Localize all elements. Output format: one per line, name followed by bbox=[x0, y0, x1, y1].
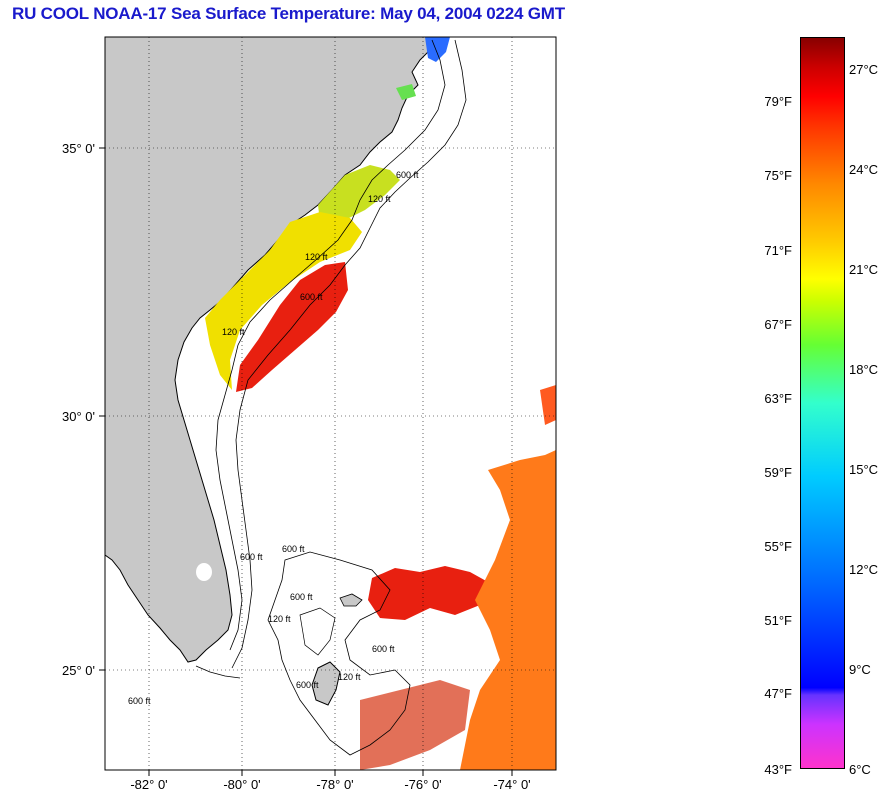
colorbar-c-label: 15°C bbox=[849, 462, 879, 477]
sst-patch-pamlico bbox=[396, 84, 416, 100]
colorbar-f-label: 67°F bbox=[764, 317, 792, 332]
colorbar-c-label: 12°C bbox=[849, 562, 879, 577]
contour-label: 600 ft bbox=[290, 592, 313, 602]
contour-label: 600 ft bbox=[396, 170, 419, 180]
contour-label: 600 ft bbox=[240, 552, 263, 562]
lon-tick-label: -80° 0' bbox=[223, 777, 260, 792]
isobath-600ft bbox=[231, 39, 467, 669]
contour-label: 600 ft bbox=[300, 292, 323, 302]
lon-tick-label: -78° 0' bbox=[316, 777, 353, 792]
lake-okeechobee bbox=[196, 563, 212, 581]
sst-patch-north bbox=[425, 37, 450, 62]
lat-tick-label: 30° 0' bbox=[62, 409, 95, 424]
contour-label: 600 ft bbox=[128, 696, 151, 706]
contour-label: 600 ft bbox=[282, 544, 305, 554]
land-grand-bahama bbox=[339, 593, 363, 607]
colorbar-f-label: 75°F bbox=[764, 168, 792, 183]
isobath-120ft bbox=[215, 39, 446, 651]
land-mainland bbox=[105, 37, 431, 663]
contour-label: 120 ft bbox=[338, 672, 361, 682]
sst-band-georgia-shelf bbox=[205, 212, 362, 390]
colorbar-c-label: 9°C bbox=[849, 662, 871, 677]
colorbar bbox=[800, 37, 845, 769]
colorbar-gradient bbox=[800, 37, 845, 769]
isobath-bahamas-inner bbox=[299, 607, 336, 656]
contour-labels: 600 ft 120 ft 120 ft 600 ft 120 ft 600 f… bbox=[128, 170, 419, 706]
colorbar-c-label: 6°C bbox=[849, 762, 871, 777]
colorbar-c-label: 27°C bbox=[849, 62, 879, 77]
colorbar-c-label: 24°C bbox=[849, 162, 879, 177]
map-title: RU COOL NOAA-17 Sea Surface Temperature:… bbox=[12, 4, 565, 23]
colorbar-f-label: 55°F bbox=[764, 539, 792, 554]
sst-gulfstream-south bbox=[368, 566, 488, 620]
lat-tick-label: 25° 0' bbox=[62, 663, 95, 678]
lon-tick-label: -74° 0' bbox=[493, 777, 530, 792]
colorbar-f-label: 51°F bbox=[764, 613, 792, 628]
florida-keys bbox=[195, 665, 241, 679]
contour-label: 600 ft bbox=[372, 644, 395, 654]
contour-label: 600 ft bbox=[296, 680, 319, 690]
lon-tick-label: -82° 0' bbox=[130, 777, 167, 792]
contour-label: 120 ft bbox=[222, 327, 245, 337]
sst-sargasso-orange bbox=[460, 450, 556, 770]
contour-label: 120 ft bbox=[305, 252, 328, 262]
colorbar-c-label: 18°C bbox=[849, 362, 879, 377]
isobath-bahamas bbox=[267, 551, 411, 756]
map-plot-area: 600 ft 120 ft 120 ft 600 ft 120 ft 600 f… bbox=[105, 37, 556, 770]
map-frame bbox=[104, 36, 557, 771]
contour-label: 120 ft bbox=[368, 194, 391, 204]
sst-band-carolinas bbox=[318, 165, 400, 222]
sst-sargasso-striped bbox=[360, 680, 470, 770]
colorbar-f-label: 47°F bbox=[764, 686, 792, 701]
contour-label: 120 ft bbox=[268, 614, 291, 624]
colorbar-f-label: 79°F bbox=[764, 94, 792, 109]
lon-tick-label: -76° 0' bbox=[404, 777, 441, 792]
lat-tick-label: 35° 0' bbox=[62, 141, 95, 156]
colorbar-f-label: 59°F bbox=[764, 465, 792, 480]
colorbar-c-label: 21°C bbox=[849, 262, 879, 277]
sst-patch-east bbox=[540, 385, 556, 425]
colorbar-f-label: 63°F bbox=[764, 391, 792, 406]
colorbar-f-label: 43°F bbox=[764, 762, 792, 777]
axis-ticks bbox=[99, 147, 513, 776]
colorbar-f-label: 71°F bbox=[764, 243, 792, 258]
land-andros bbox=[311, 661, 341, 706]
